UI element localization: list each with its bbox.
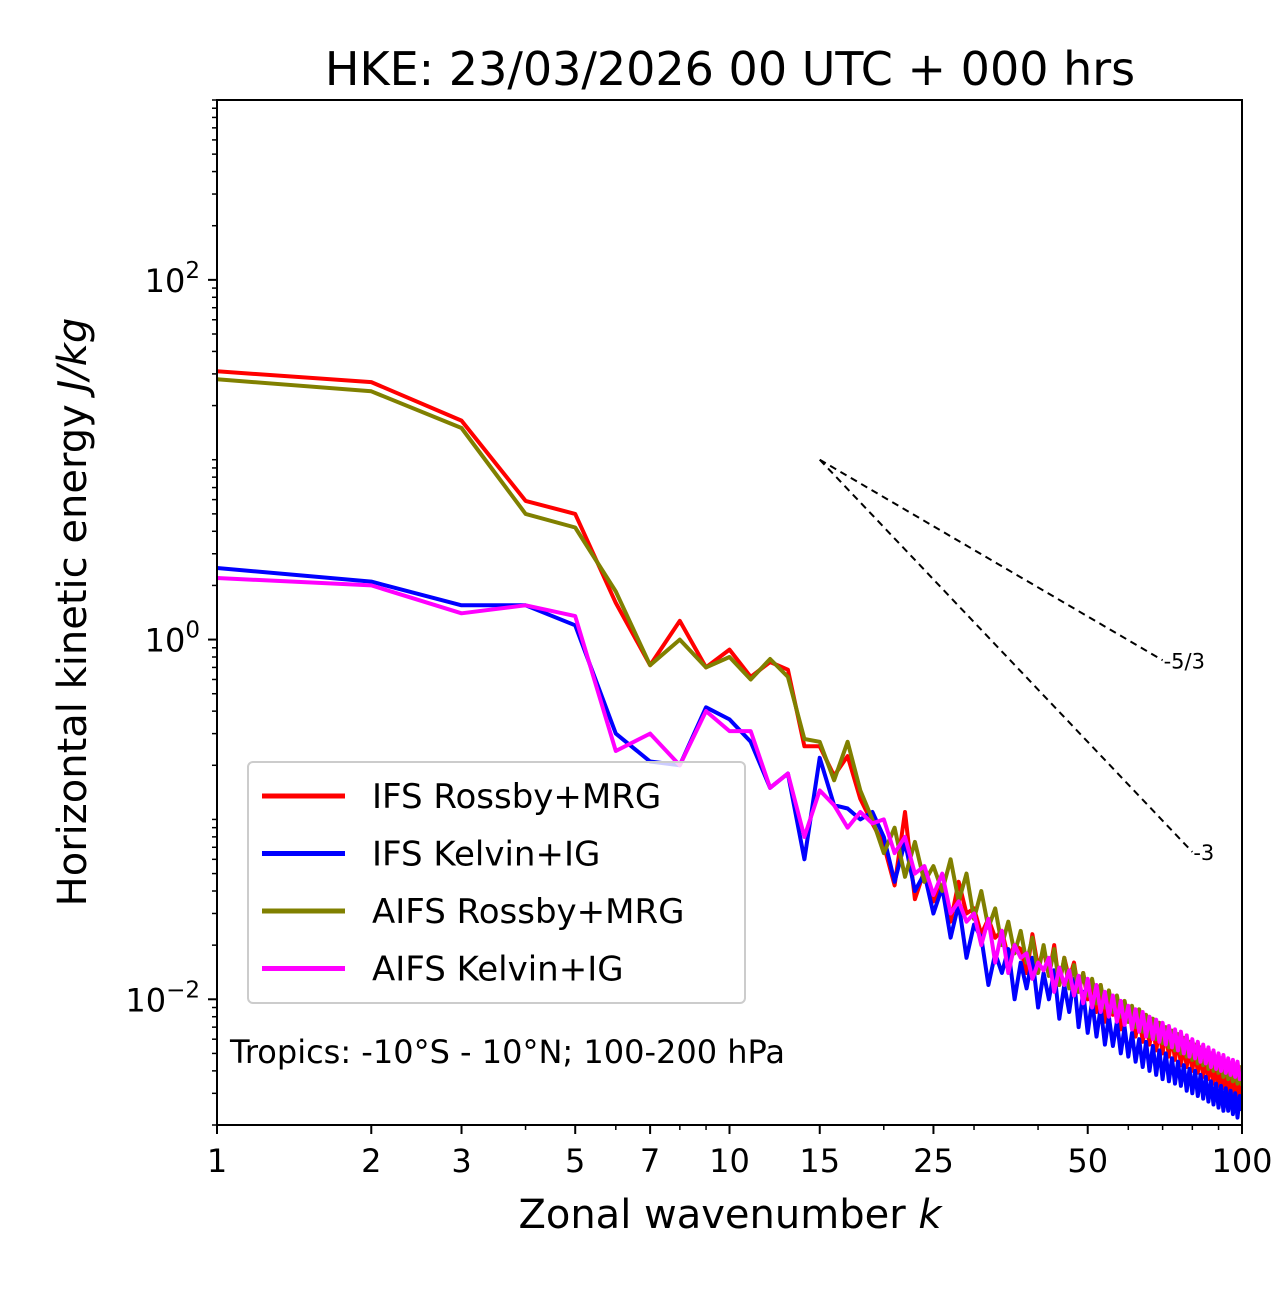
legend-label: AIFS Rossby+MRG — [372, 892, 684, 932]
reference-line-1 — [819, 458, 1164, 662]
x-tick-label: 50 — [1067, 1142, 1108, 1180]
x-axis-label: Zonal wavenumber k — [518, 1192, 943, 1238]
plot-area: -5/3 -3 1 2 3 5 7 10 15 25 50 100 102 100 10−2 IFS Ross… — [125, 99, 1273, 1180]
series-line-ifs-kelvin-ig — [217, 566, 1242, 1120]
y-axis-label-text: Horizontal kinetic energy — [50, 404, 96, 906]
x-tick-label: 1 — [207, 1142, 227, 1180]
reference-line-2 — [819, 459, 1194, 853]
region-annotation: Tropics: -10°S - 10°N; 100-200 hPa — [229, 1033, 785, 1071]
series-line-aifs-kelvin-ig — [217, 576, 1242, 1082]
x-tick-label: 2 — [361, 1142, 381, 1180]
reference-line-label: -3 — [1193, 841, 1214, 865]
x-tick-label: 7 — [640, 1142, 660, 1180]
legend-label: AIFS Kelvin+IG — [372, 950, 624, 990]
y-tick-label: 100 — [145, 618, 200, 660]
y-tick-label: 10−2 — [125, 977, 200, 1019]
chart-title: HKE: 23/03/2026 00 UTC + 000 hrs — [325, 42, 1135, 96]
x-axis-label-text: Zonal wavenumber — [518, 1192, 906, 1238]
legend-frame — [247, 761, 746, 1004]
y-axis-label: Horizontal kinetic energy J/kg — [50, 318, 96, 907]
y-axis-label-italic: J/kg — [50, 318, 96, 399]
series-group — [217, 369, 1242, 1120]
x-tick-label: 3 — [451, 1142, 471, 1180]
x-tick-label: 10 — [709, 1142, 750, 1180]
legend: IFS Rossby+MRG IFS Kelvin+IG AIFS Rossby+M… — [247, 761, 746, 1004]
x-tick-label: 15 — [799, 1142, 840, 1180]
legend-label: IFS Rossby+MRG — [372, 777, 661, 817]
x-tick-label: 5 — [565, 1142, 585, 1180]
y-tick-label: 102 — [145, 258, 200, 300]
x-tick-label: 100 — [1211, 1142, 1272, 1180]
x-tick-label: 25 — [913, 1142, 954, 1180]
legend-label: IFS Kelvin+IG — [372, 835, 600, 875]
reference-line-label: -5/3 — [1164, 649, 1205, 673]
x-axis-label-italic: k — [918, 1192, 943, 1238]
